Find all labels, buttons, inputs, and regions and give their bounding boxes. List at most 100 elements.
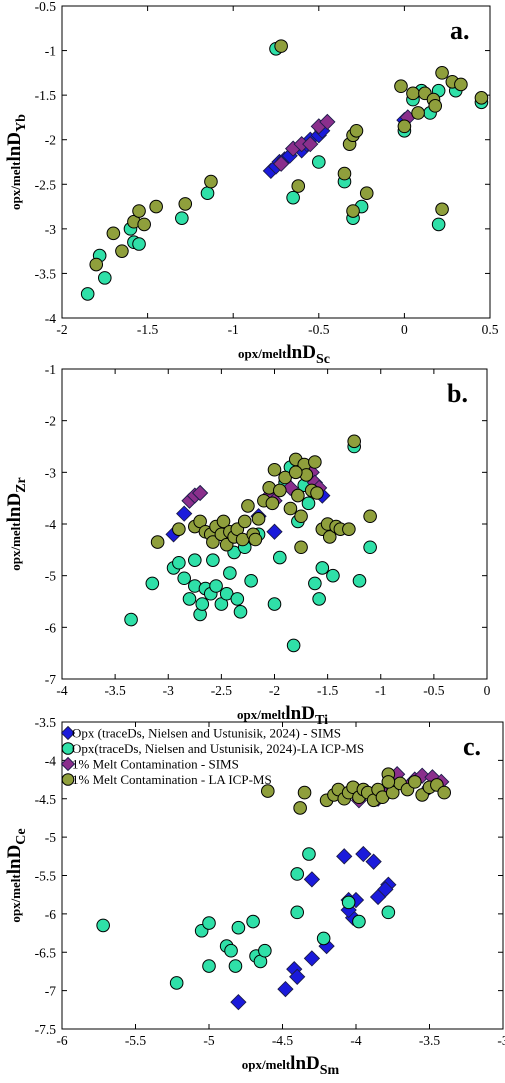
data-point-circle — [224, 943, 238, 958]
data-point-circle — [431, 217, 446, 232]
y-tick-label: -1.5 — [35, 88, 57, 103]
data-point-circle — [233, 605, 248, 619]
data-point-circle — [246, 914, 260, 929]
data-point-circle — [302, 847, 316, 861]
data-point-circle — [293, 801, 307, 815]
data-point-circle — [291, 179, 306, 193]
x-tick-label: -4 — [350, 1033, 361, 1048]
x-tick-label: -4.5 — [272, 1033, 294, 1048]
y-tick-label: -2.5 — [35, 177, 57, 192]
y-tick-label: -1 — [45, 362, 56, 377]
data-point-circle — [347, 434, 361, 449]
data-point-circle — [237, 514, 252, 529]
data-point-circle — [326, 568, 340, 583]
data-point-circle — [381, 775, 396, 789]
series-la — [96, 847, 396, 990]
data-point-circle — [288, 465, 303, 480]
data-point-circle — [228, 959, 243, 973]
data-point-circle — [352, 914, 366, 929]
data-point-circle — [283, 501, 298, 516]
x-tick-label: -5.5 — [125, 1033, 147, 1048]
y-axis-label: opx/meltlnDYb — [4, 114, 29, 210]
legend-marker — [61, 742, 75, 755]
y-tick-label: -6 — [45, 907, 56, 922]
data-point-diamond — [277, 980, 294, 998]
data-point-circle — [381, 905, 396, 920]
y-tick-label: -5.5 — [35, 869, 57, 884]
data-point-diamond — [319, 113, 336, 131]
data-point-diamond — [266, 523, 283, 540]
data-point-circle — [149, 199, 163, 214]
data-point-diamond — [176, 505, 193, 522]
data-point-diamond — [303, 871, 321, 888]
data-point-circle — [80, 287, 95, 301]
data-point-circle — [150, 535, 165, 549]
y-axis-label: opx/meltlnDZr — [4, 477, 29, 571]
data-point-circle — [124, 612, 138, 627]
x-axis-label: opx/meltlnDSc — [238, 342, 330, 367]
data-point-circle — [316, 931, 331, 946]
y-tick-label: -0.5 — [35, 0, 57, 14]
x-tick-label: -3 — [163, 683, 174, 698]
data-point-circle — [435, 202, 449, 217]
data-point-diamond — [289, 968, 306, 985]
series-mc_sims — [272, 109, 416, 172]
data-point-circle — [312, 592, 326, 606]
data-point-circle — [145, 576, 160, 591]
data-point-diamond — [336, 848, 353, 865]
data-point-circle — [98, 271, 112, 285]
data-point-circle — [241, 499, 255, 513]
data-point-circle — [230, 592, 245, 606]
data-point-diamond — [272, 155, 290, 172]
data-point-circle — [274, 39, 288, 53]
data-point-circle — [132, 237, 146, 251]
data-point-circle — [195, 597, 210, 611]
data-point-circle — [308, 576, 322, 591]
data-point-circle — [322, 530, 337, 544]
x-tick-label: 0 — [484, 683, 491, 698]
series-sims — [230, 845, 397, 1011]
data-point-circle — [437, 785, 452, 800]
x-tick-label: 0 — [401, 322, 408, 337]
series-sims — [262, 111, 413, 180]
data-point-circle — [188, 553, 202, 567]
y-tick-label: -4 — [45, 311, 56, 326]
y-tick-label: -2 — [45, 133, 56, 148]
data-point-circle — [172, 522, 186, 536]
series-mc_la — [261, 767, 452, 815]
data-point-circle — [286, 190, 300, 205]
data-point-circle — [177, 571, 191, 586]
y-tick-label: -3 — [45, 222, 56, 237]
data-point-circle — [294, 509, 308, 524]
data-point-circle — [202, 959, 216, 973]
data-point-circle — [359, 186, 374, 200]
x-tick-label: -0.5 — [423, 683, 445, 698]
x-tick-label: -3.5 — [104, 683, 126, 698]
data-point-circle — [342, 522, 356, 536]
y-tick-label: -4.5 — [35, 792, 57, 807]
data-point-circle — [206, 553, 220, 567]
data-point-circle — [294, 540, 308, 555]
legend: Opx (traceDs, Nielsen and Ustunisik, 202… — [60, 726, 364, 787]
data-point-circle — [341, 895, 356, 910]
data-point-circle — [89, 257, 104, 272]
panel-label: b. — [447, 379, 468, 408]
data-point-diamond — [377, 881, 394, 898]
data-point-circle — [408, 775, 422, 789]
data-point-circle — [115, 244, 129, 258]
data-point-circle — [286, 638, 301, 653]
y-tick-label: -7 — [45, 672, 56, 687]
x-axis-label: opx/meltlnDSm — [242, 1053, 340, 1078]
data-point-circle — [206, 535, 220, 549]
data-point-circle — [337, 166, 352, 181]
y-tick-label: -4 — [45, 517, 56, 532]
x-tick-label: -1.5 — [137, 322, 159, 337]
data-point-circle — [301, 496, 316, 511]
data-point-circle — [291, 488, 305, 503]
data-point-circle — [267, 462, 282, 477]
x-tick-label: -3 — [497, 1033, 505, 1048]
x-tick-label: -6 — [56, 1033, 67, 1048]
data-point-circle — [178, 197, 193, 211]
data-point-circle — [290, 905, 305, 920]
